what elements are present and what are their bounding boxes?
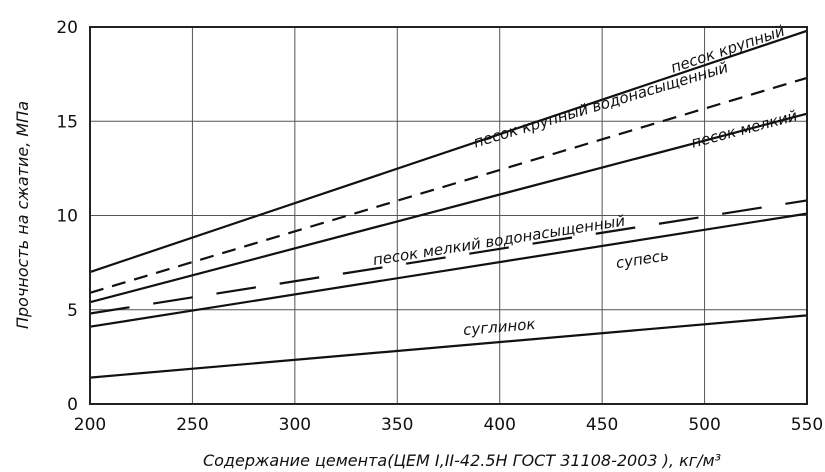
series-line	[89, 212, 808, 328]
series-line	[89, 76, 808, 294]
y-tick-label: 10	[56, 207, 78, 227]
series-label: суглинок	[462, 315, 536, 339]
x-tick-label: 300	[279, 415, 311, 435]
series-label: супесь	[615, 246, 670, 272]
y-tick-label: 0	[67, 395, 78, 415]
x-tick-label: 550	[791, 415, 823, 435]
x-axis-label: Содержание цемента(ЦЕМ I,II-42.5Н ГОСТ 3…	[203, 451, 721, 470]
y-tick-label: 5	[67, 301, 78, 321]
plot-frame	[89, 26, 808, 405]
series-label: песок мелкий	[689, 107, 799, 152]
y-axis-label: Прочность на сжатие, МПа	[13, 101, 32, 329]
x-tick-label: 200	[74, 415, 106, 435]
x-tick-label: 250	[176, 415, 208, 435]
y-tick-label: 20	[56, 18, 78, 38]
x-tick-label: 500	[688, 415, 720, 435]
x-tick-label: 350	[381, 415, 413, 435]
series-line	[89, 199, 808, 315]
series-label: песок мелкий водонасыщенный	[372, 212, 627, 270]
x-tick-label: 400	[483, 415, 515, 435]
series-line	[89, 314, 808, 379]
tick-layer: 200 250 300 350 400 450 500 550 0 5 10 15 20	[56, 18, 823, 435]
y-tick-label: 15	[56, 112, 78, 132]
series-line	[89, 29, 808, 274]
series-layer	[89, 29, 808, 379]
x-tick-label: 450	[586, 415, 618, 435]
series-line	[89, 112, 808, 304]
